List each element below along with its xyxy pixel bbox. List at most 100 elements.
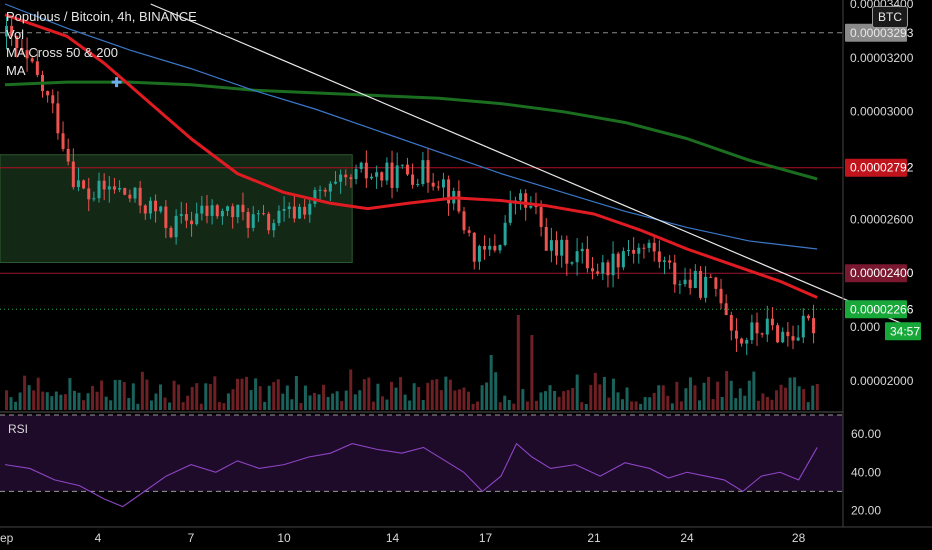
volume-bar [272,382,276,410]
candle-body [359,162,363,169]
rsi-band [0,415,843,492]
volume-bar [41,391,45,410]
volume-bar [380,396,384,410]
volume-bar [462,387,466,410]
price-label-bg [845,264,907,283]
volume-bar [457,389,461,410]
candle-body [164,206,168,228]
x-tick-label: 10 [277,531,291,545]
candle-body [102,180,106,190]
volume-bar [521,389,525,410]
volume-bar [688,377,692,410]
volume-bar [408,400,412,410]
volume-bar [122,382,126,410]
volume-bar [231,389,235,410]
candle-body [770,318,774,326]
candle-body [447,179,451,204]
volume-bar [489,355,493,410]
candle-body [519,193,523,201]
candle-body [10,25,14,37]
volume-bar [417,386,421,410]
rsi-label[interactable]: RSI [8,422,29,436]
candle-body [734,330,738,339]
volume-bar [68,378,72,410]
y-tick-label: 0.00003000 [850,105,914,119]
volume-bar [236,378,240,410]
volume-bar [181,402,185,410]
candle-body [349,177,353,180]
volume-bar [390,381,394,410]
volume-bar [27,385,31,410]
volume-bar [82,400,86,410]
candle-body [529,205,533,208]
currency-button[interactable]: BTC [872,6,908,28]
volume-bar [240,378,244,410]
candle-body [339,174,343,182]
volume-bar [693,385,697,410]
candle-body [256,213,260,215]
candle-body [426,160,430,183]
candle-body [698,271,702,298]
volume-bar [802,389,806,410]
volume-bar [494,372,498,410]
candle-body [760,333,764,335]
candle-body [806,315,810,319]
price-label-bg [845,158,907,177]
candle-body [611,253,615,276]
candle-body [601,262,605,274]
rsi-tick-label: 40.00 [851,465,881,479]
candle-body [657,251,661,262]
candle-body [385,162,389,181]
candle-body [750,322,754,341]
candle-body [241,204,245,213]
volume-bar [589,385,593,410]
volume-bar [276,379,280,410]
candle-body [369,176,373,179]
volume-bar [376,383,380,410]
volume-bar [467,391,471,410]
candle-body [154,200,158,212]
volume-bar [95,391,99,410]
volume-bar [756,400,760,410]
candle-body [292,206,296,219]
price-label: 0.00002792 [850,161,914,175]
candle-body [457,190,461,212]
volume-bar [639,403,643,410]
trend-line [150,3,911,328]
price-label-bg [845,23,907,42]
volume-bar [525,401,529,410]
candle-body [210,205,214,216]
indicator-ma-cross[interactable]: MA Cross 50 & 200 [6,45,118,60]
candle-body [375,172,379,177]
x-tick-label: 24 [680,531,694,545]
candle-body [472,232,476,262]
volume-bar [702,382,706,410]
volume-bar [127,397,131,410]
volume-bar [770,399,774,410]
candle-body [745,340,749,344]
volume-bar [421,400,425,410]
indicator-ma[interactable]: MA [6,63,26,78]
y-tick-label: 0.00002000 [850,374,914,388]
candle-body [303,206,307,215]
indicator-vol[interactable]: Vol [6,27,25,42]
volume-bar [743,395,747,410]
y-tick-label: 0.00003400 [850,0,914,11]
volume-bar [245,376,249,410]
rsi-tick-label: 60.00 [851,427,881,441]
candle-body [467,230,471,233]
volume-bar [793,377,797,410]
volume-bar [186,395,190,410]
volume-bar [168,402,172,410]
candle-body [642,247,646,249]
volume-bar [634,401,638,410]
volume-bar [426,382,430,410]
volume-bar [775,390,779,410]
candle-body [729,315,733,331]
volume-bar [498,402,502,410]
candle-body [323,189,327,192]
volume-bar [652,392,656,410]
volume-bar [607,397,611,410]
candle-body [503,222,507,246]
